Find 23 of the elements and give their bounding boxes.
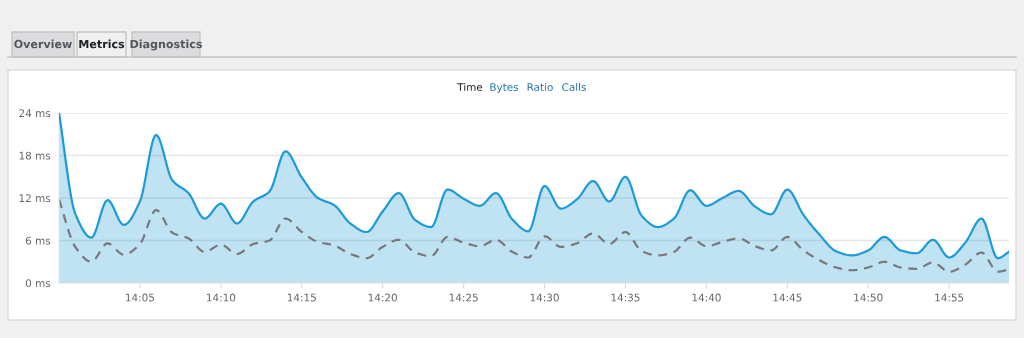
text: Time <box>457 82 483 92</box>
x-tick-label: 14:05 <box>126 293 154 302</box>
x-tick-label: 14:40 <box>692 293 721 302</box>
text: Overview <box>14 39 72 49</box>
x-tick-label: 14:20 <box>368 293 397 302</box>
x-tick-label: 14:55 <box>935 293 964 302</box>
text: Ratio <box>527 82 553 92</box>
text: Diagnostics <box>130 39 202 51</box>
x-tick-label: 14:15 <box>287 293 316 302</box>
text: Metrics <box>79 39 125 49</box>
x-tick-label: 14:35 <box>611 293 640 302</box>
text: Calls <box>562 82 586 92</box>
y-tick-label: 24 ms <box>19 109 51 118</box>
x-tick-label: 14:30 <box>530 293 559 302</box>
x-tick-label: 14:25 <box>449 293 478 302</box>
x-tick-label: 14:50 <box>854 293 883 302</box>
y-tick-label: 12 ms <box>19 194 51 203</box>
y-tick-label: 6 ms <box>25 236 51 245</box>
text: Bytes <box>490 83 519 94</box>
y-tick-label: 18 ms <box>19 151 51 160</box>
x-tick-label: 14:10 <box>207 293 236 302</box>
x-tick-label: 14:45 <box>773 293 802 302</box>
y-tick-label: 0 ms <box>25 279 51 288</box>
